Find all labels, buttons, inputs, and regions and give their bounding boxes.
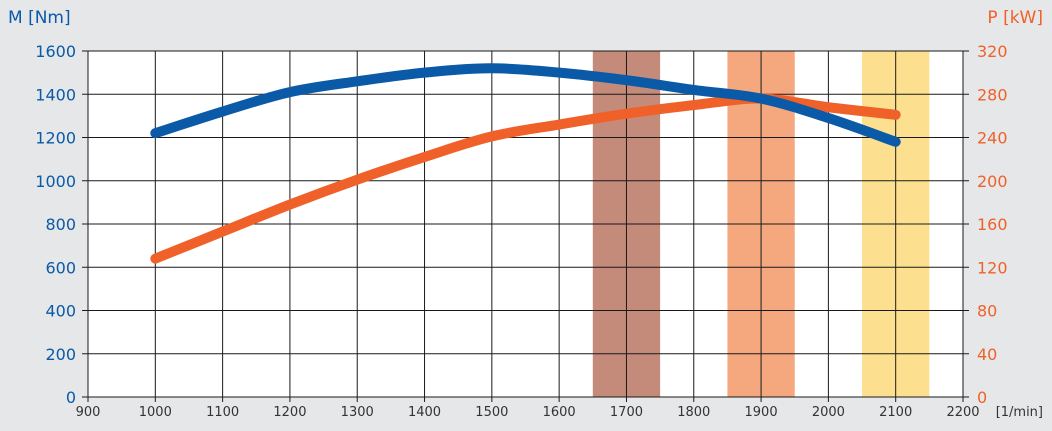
y-right-tick-label: 120 [977,258,1008,277]
x-tick-label: 1400 [408,405,441,420]
y-left-axis-title: M [Nm] [8,8,71,28]
x-tick-label: 1500 [475,405,508,420]
x-tick-label: 2100 [879,405,912,420]
y-left-tick-label: 200 [45,345,76,364]
x-tick-label: 1800 [677,405,710,420]
x-tick-label: 1200 [273,405,306,420]
x-tick-label: 1600 [543,405,576,420]
x-axis-unit-label: [1/min] [996,405,1043,420]
x-tick-label: 1100 [206,405,239,420]
y-left-tick-label: 0 [66,388,76,407]
x-tick-label: 1700 [610,405,643,420]
y-left-tick-label: 600 [45,258,76,277]
x-tick-label: 2200 [946,405,979,420]
y-left-tick-label: 1400 [35,85,76,104]
y-right-tick-label: 320 [977,42,1008,61]
y-right-tick-label: 80 [977,302,997,321]
x-tick-label: 1300 [341,405,374,420]
y-right-tick-label: 280 [977,85,1008,104]
y-right-tick-label: 200 [977,172,1008,191]
x-tick-label: 1900 [745,405,778,420]
y-right-tick-label: 40 [977,345,997,364]
y-right-tick-label: 160 [977,215,1008,234]
y-left-tick-label: 1600 [35,42,76,61]
x-tick-label: 1000 [139,405,172,420]
y-left-tick-label: 800 [45,215,76,234]
torque-curve [150,63,901,147]
y-right-axis-title: P [kW] [987,8,1043,28]
x-tick-label: 2000 [812,405,845,420]
x-tick-label: 900 [76,405,101,420]
y-left-tick-label: 1200 [35,129,76,148]
y-right-tick-label: 240 [977,129,1008,148]
y-right-tick-label: 0 [977,388,987,407]
y-left-tick-label: 400 [45,302,76,321]
y-left-tick-label: 1000 [35,172,76,191]
